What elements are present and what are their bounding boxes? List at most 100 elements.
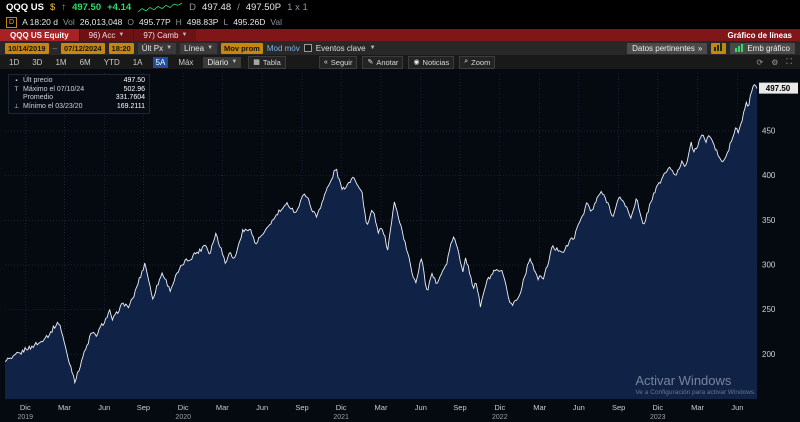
frequency-select[interactable]: Diario ▼	[203, 56, 242, 68]
table-button[interactable]: ▦ Tabla	[248, 55, 286, 69]
svg-text:300: 300	[762, 261, 776, 270]
ask-price: 497.50P	[245, 2, 282, 13]
svg-text:Dic: Dic	[178, 403, 189, 412]
high-label: H	[175, 17, 182, 27]
bid-ask-separator: /	[237, 2, 240, 13]
legend-value: 502.96	[123, 85, 145, 93]
price-chart-svg[interactable]: 200 250 300 350 400 450 Dic 2019 Mar Jun Sep Dic 202…	[0, 69, 800, 422]
range-tab-5a[interactable]: 5A	[152, 56, 169, 68]
lot-size: 1 x 1	[287, 2, 308, 13]
range-tabs: 1D 3D 1M 6M YTD 1A 5A Máx	[6, 56, 196, 68]
svg-text:Mar: Mar	[691, 403, 704, 412]
chart-tool-label: Noticias	[422, 57, 450, 67]
svg-text:200: 200	[762, 350, 776, 359]
command-bar: QQQ US Equity 96) Acc ▼ 97) Camb ▼ Gráfi…	[0, 29, 800, 41]
price-chart-area: 200 250 300 350 400 450 Dic 2019 Mar Jun Sep Dic 202…	[0, 69, 800, 422]
embed-chart-label: Emb gráfico	[747, 43, 790, 53]
chevron-down-icon: ▼	[118, 32, 125, 38]
exchange-menu[interactable]: 97) Camb ▼	[133, 29, 197, 41]
chart-style-select[interactable]: Línea ▼	[180, 42, 218, 54]
watermark-line-2: Ve a Configuración para activar Windows.	[635, 389, 756, 396]
table-icon: ▦	[253, 59, 260, 66]
refresh-icon[interactable]: ⟳	[756, 57, 764, 67]
open-label: O	[127, 17, 134, 27]
price-source-select[interactable]: Últ Px ▼	[137, 42, 177, 54]
time-input[interactable]: 18:20	[108, 42, 134, 54]
seguir-icon: «	[323, 58, 328, 66]
chart-tool-zoom[interactable]: ⌕ Zoom	[459, 55, 496, 69]
legend-label: Mínimo el 03/23/20	[23, 102, 83, 110]
chart-tool-buttons: «Seguir ✎ Anotar ◉ Noticias ⌕ Zoom	[318, 55, 496, 69]
chart-tool-label: Seguir	[330, 57, 353, 67]
range-tab-1d[interactable]: 1D	[9, 57, 20, 67]
svg-text:Jun: Jun	[573, 403, 585, 412]
alert-settings-button[interactable]	[711, 42, 727, 54]
legend-marker-icon: ▪	[15, 78, 18, 84]
chart-legend: ▪ Últ precio 497.50 T Máximo el 07/10/24 502.…	[8, 74, 150, 114]
expand-icon[interactable]: ⛶	[786, 57, 792, 66]
key-events-label: Eventos clave	[315, 43, 366, 53]
chart-tool-anotar[interactable]: ✎ Anotar	[362, 55, 404, 69]
frequency-label: Diario	[207, 57, 229, 67]
anotar-icon: ✎	[367, 59, 374, 66]
chart-tool-seguir[interactable]: «Seguir	[318, 55, 358, 69]
svg-text:350: 350	[762, 216, 776, 225]
range-tab-ytd[interactable]: YTD	[103, 57, 120, 67]
svg-text:Mar: Mar	[533, 403, 546, 412]
svg-text:Mar: Mar	[58, 403, 71, 412]
svg-text:400: 400	[762, 171, 776, 180]
exchange-menu-label: 97) Camb	[143, 30, 179, 40]
svg-text:Sep: Sep	[453, 403, 466, 412]
range-tab-1a[interactable]: 1A	[132, 57, 143, 67]
svg-text:Jun: Jun	[98, 403, 110, 412]
legend-marker-icon: ⊥	[13, 103, 20, 110]
bid-prefix: D	[189, 2, 197, 13]
noticias-icon: ◉	[413, 59, 420, 66]
legend-marker-icon: T	[14, 86, 19, 93]
svg-text:Sep: Sep	[612, 403, 625, 412]
svg-text:Dic: Dic	[336, 403, 347, 412]
security-field[interactable]: QQQ US Equity	[0, 29, 79, 41]
double-arrow-icon: »	[697, 43, 703, 53]
chart-tool-noticias[interactable]: ◉ Noticias	[408, 55, 455, 69]
svg-text:2021: 2021	[333, 414, 349, 421]
volume-value: 26,013,048	[79, 17, 123, 27]
watermark-line-1: Activar Windows	[635, 373, 732, 388]
related-data-button[interactable]: Datos pertinentes »	[627, 42, 708, 54]
svg-text:Sep: Sep	[295, 403, 308, 412]
range-tab-1m[interactable]: 1M	[55, 57, 67, 67]
chart-icon	[735, 44, 744, 52]
moving-average-button[interactable]: Mov prom	[221, 42, 263, 54]
settings-gear-icon[interactable]: ⚙	[771, 57, 779, 67]
date-to-input[interactable]: 07/12/2024	[61, 42, 105, 54]
svg-text:Jun: Jun	[256, 403, 268, 412]
windows-activation-watermark: Activar Windows Ve a Configuración para …	[635, 373, 756, 396]
chart-style-label: Línea	[184, 43, 205, 53]
range-tab-3d[interactable]: 3D	[32, 57, 43, 67]
actions-menu-label: 96) Acc	[88, 30, 116, 40]
svg-text:Dic: Dic	[652, 403, 663, 412]
actions-menu[interactable]: 96) Acc ▼	[78, 29, 134, 41]
range-tab-6m[interactable]: 6M	[79, 57, 91, 67]
range-tab-máx[interactable]: Máx	[178, 57, 194, 67]
svg-text:Mar: Mar	[216, 403, 229, 412]
svg-text:Jun: Jun	[415, 403, 427, 412]
mod-mov-link[interactable]: Mod móv	[266, 43, 300, 53]
legend-label: Promedio	[23, 94, 53, 101]
chart-tool-label: Anotar	[376, 57, 399, 67]
low-label: L	[223, 17, 229, 27]
chevron-down-icon: ▼	[166, 44, 173, 51]
zoom-icon: ⌕	[464, 58, 469, 65]
currency-label: $	[50, 2, 56, 13]
chevron-down-icon: ▼	[231, 58, 238, 65]
legend-row: Promedio 331.7604	[13, 94, 145, 103]
chevron-down-icon: ▼	[181, 32, 188, 38]
svg-text:Dic: Dic	[20, 403, 31, 412]
date-from-input[interactable]: 10/14/2019	[5, 42, 49, 54]
bid-price: 497.48	[202, 2, 232, 13]
price-up-arrow-icon: ↑	[61, 2, 67, 13]
embed-chart-button[interactable]: Emb gráfico	[730, 42, 795, 54]
legend-value: 331.7604	[115, 94, 145, 101]
session-time: A 18:20 d	[22, 17, 58, 27]
key-events-checkbox[interactable]	[303, 44, 312, 52]
